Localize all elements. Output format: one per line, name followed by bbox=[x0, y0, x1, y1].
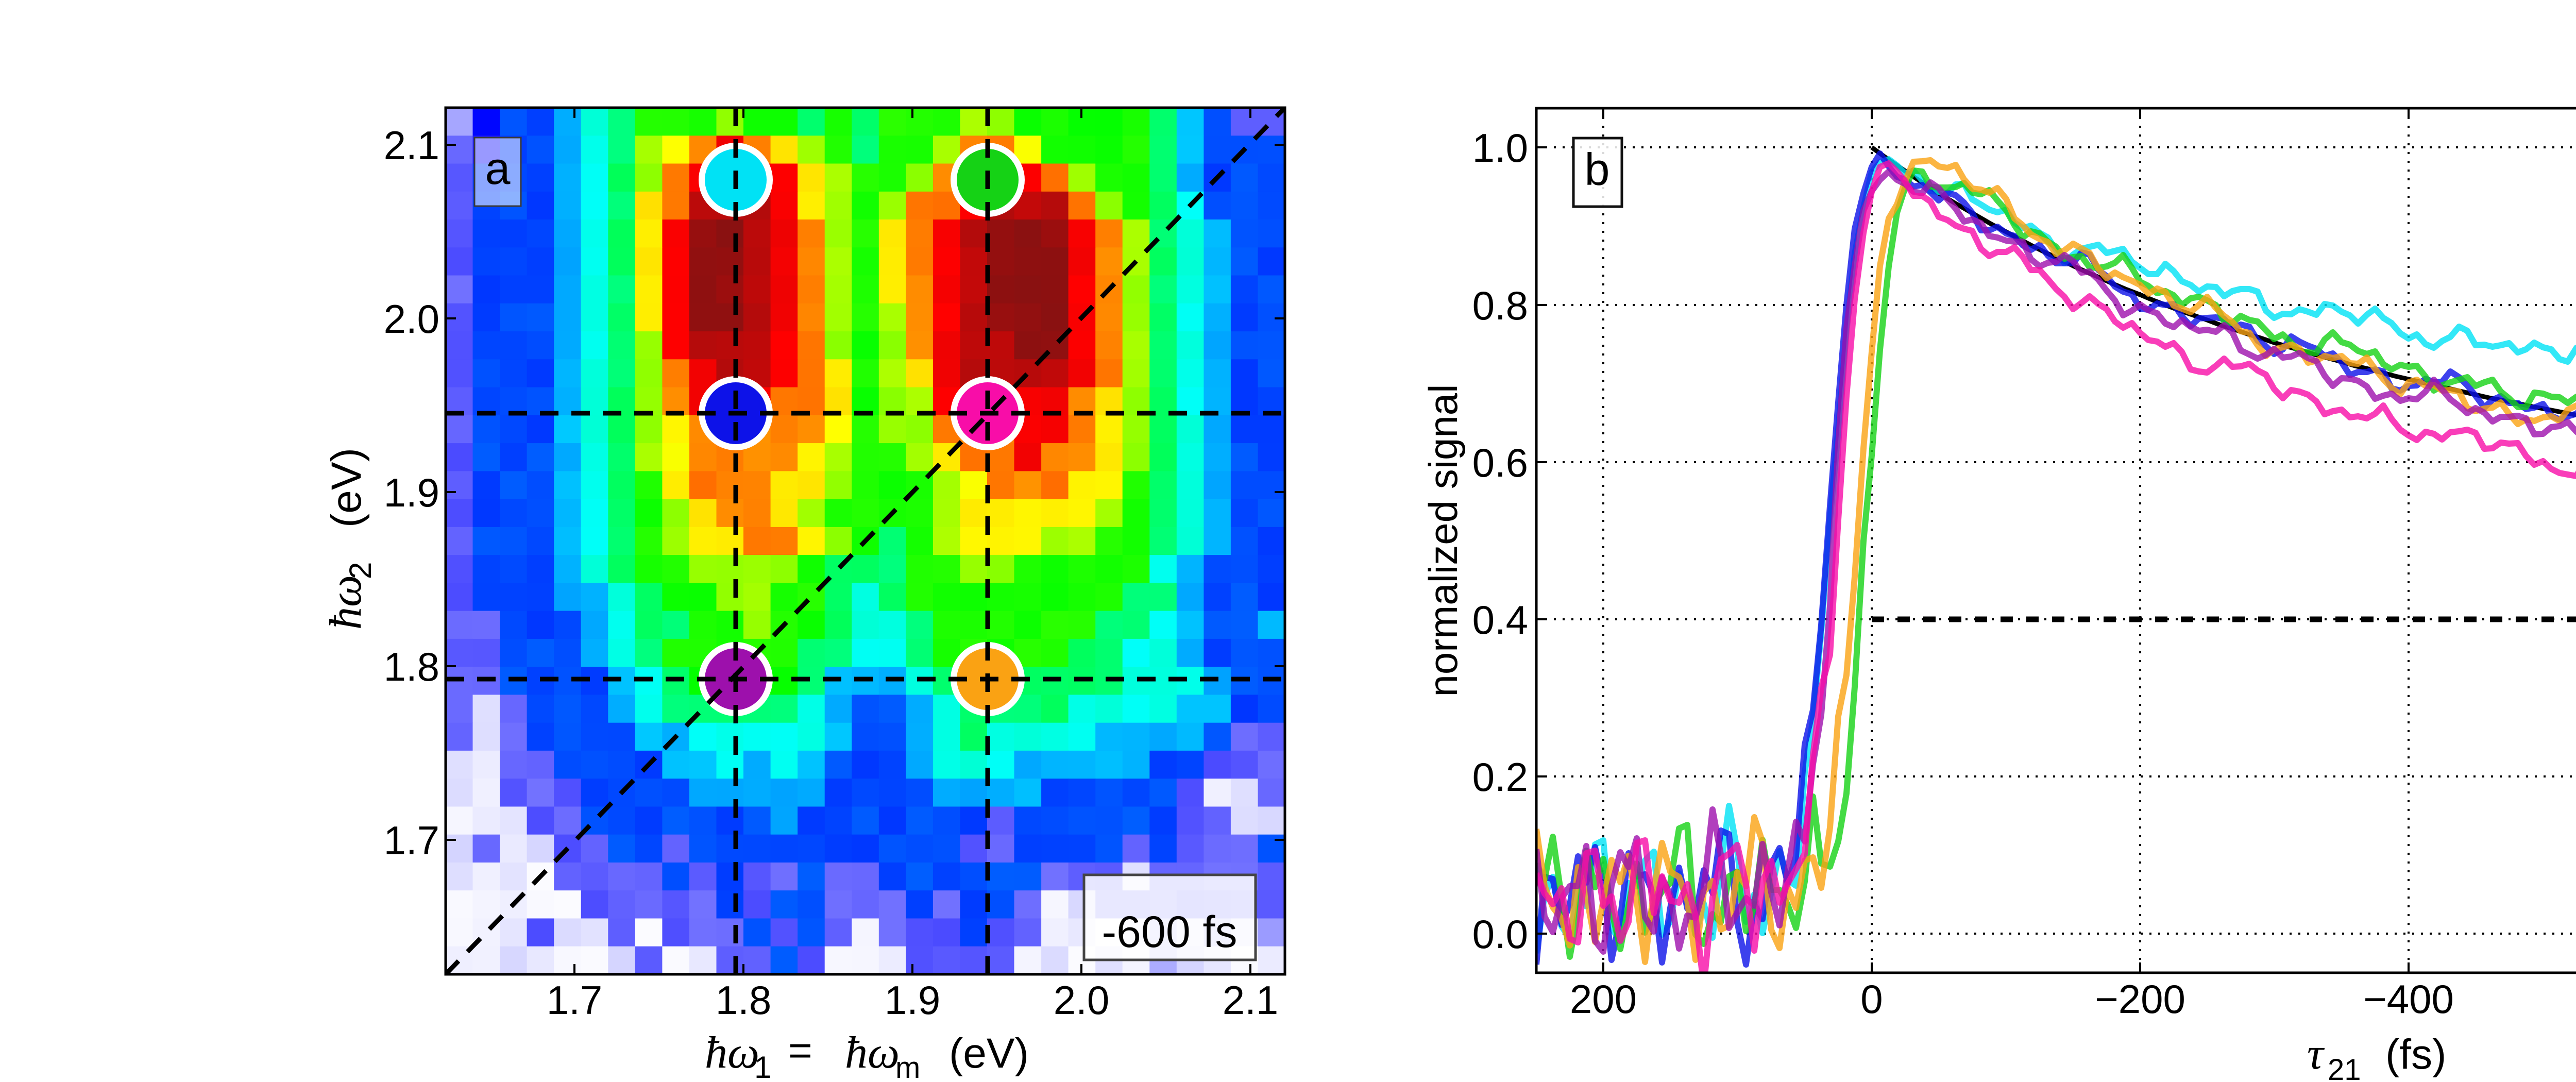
svg-text:2.0: 2.0 bbox=[384, 296, 439, 342]
svg-text:ħω: ħω bbox=[845, 1028, 900, 1078]
svg-text:−200: −200 bbox=[2095, 976, 2185, 1022]
svg-text:normalized signal: normalized signal bbox=[1420, 384, 1466, 697]
svg-text:=: = bbox=[788, 1027, 812, 1073]
svg-text:1: 1 bbox=[754, 1050, 771, 1082]
svg-text:(eV): (eV) bbox=[323, 448, 370, 528]
svg-text:2.0: 2.0 bbox=[1054, 977, 1109, 1023]
svg-text:1.9: 1.9 bbox=[384, 470, 439, 515]
svg-text:0: 0 bbox=[1860, 976, 1883, 1022]
svg-text:1.7: 1.7 bbox=[384, 818, 439, 863]
svg-text:200: 200 bbox=[1570, 976, 1637, 1022]
svg-text:-600 fs: -600 fs bbox=[1102, 907, 1238, 957]
svg-text:21: 21 bbox=[2328, 1053, 2361, 1082]
svg-text:2.1: 2.1 bbox=[384, 123, 439, 168]
svg-text:1.8: 1.8 bbox=[716, 977, 771, 1023]
svg-text:0.8: 0.8 bbox=[1472, 283, 1528, 328]
svg-text:τ: τ bbox=[2307, 1029, 2325, 1079]
svg-text:2.1: 2.1 bbox=[1223, 977, 1278, 1023]
svg-text:1.7: 1.7 bbox=[547, 977, 602, 1023]
svg-text:2: 2 bbox=[343, 562, 378, 579]
svg-text:(eV): (eV) bbox=[949, 1030, 1029, 1077]
svg-text:0.0: 0.0 bbox=[1472, 911, 1528, 957]
svg-text:0.2: 0.2 bbox=[1472, 754, 1528, 800]
svg-text:m: m bbox=[895, 1051, 920, 1082]
svg-text:ħω: ħω bbox=[705, 1028, 759, 1078]
svg-text:1.0: 1.0 bbox=[1472, 125, 1528, 171]
svg-text:ħω: ħω bbox=[321, 575, 371, 630]
svg-text:1.8: 1.8 bbox=[384, 644, 439, 689]
svg-text:1.9: 1.9 bbox=[885, 977, 940, 1023]
svg-text:0.6: 0.6 bbox=[1472, 440, 1528, 485]
svg-text:(fs): (fs) bbox=[2385, 1031, 2446, 1078]
svg-text:0.4: 0.4 bbox=[1472, 597, 1528, 643]
svg-text:−400: −400 bbox=[2363, 976, 2454, 1022]
svg-text:b: b bbox=[1585, 144, 1610, 195]
svg-text:a: a bbox=[485, 143, 511, 194]
